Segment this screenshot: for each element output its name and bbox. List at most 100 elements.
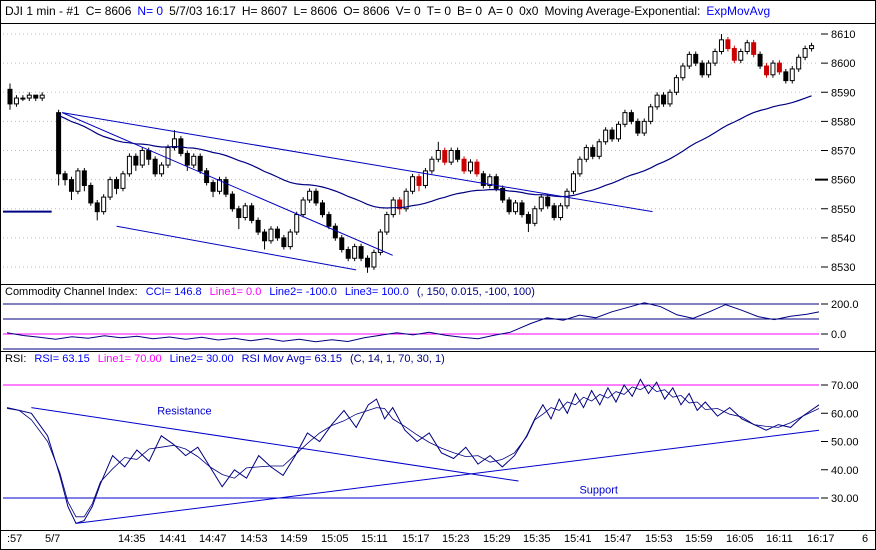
rsi-header-field: RSI Mov Avg= 63.15 xyxy=(241,353,342,365)
candle-body xyxy=(81,170,87,186)
cci-chart-panel[interactable]: 200.0 0.0 xyxy=(1,300,875,351)
candle-body xyxy=(500,187,506,201)
y-axis-label: 8610 xyxy=(831,29,855,41)
time-axis-label: 15:41 xyxy=(564,533,592,545)
candle-body xyxy=(210,182,216,192)
time-axis-label: 14:35 xyxy=(118,533,146,545)
rsi-header-field: Line1= 70.00 xyxy=(97,353,162,365)
time-axis-label: 5/7 xyxy=(45,533,61,545)
candle-body xyxy=(622,112,628,125)
candle-body xyxy=(467,161,473,172)
candle-body xyxy=(7,88,13,105)
header-field: 0x0 xyxy=(519,4,539,18)
cci-header: Commodity Channel Index: CCI= 146.8 Line1=… xyxy=(5,286,543,300)
trendline[interactable] xyxy=(75,429,820,524)
header-field: ExpMovAvg xyxy=(706,4,771,18)
candle-body xyxy=(126,155,132,175)
cci-header-field: (, 150, 0.015, -100, 100) xyxy=(416,286,535,298)
y-axis-label: 70.00 xyxy=(831,380,859,392)
candle-body xyxy=(274,228,280,239)
candle-body xyxy=(352,246,358,259)
candle-body xyxy=(422,170,428,186)
panel-divider xyxy=(1,284,875,285)
candle-body xyxy=(751,42,757,55)
candle-body xyxy=(718,39,724,52)
candle-body xyxy=(590,147,596,157)
panel-divider xyxy=(1,23,875,24)
candle-body xyxy=(255,219,261,233)
candle-body xyxy=(152,158,158,175)
candle-body xyxy=(429,158,435,172)
candle-body xyxy=(648,106,654,122)
rsi-chart-panel[interactable]: 70.00 60.00 50.00 40.00 30.00 Resistance Suppo… xyxy=(1,368,875,530)
header-field: A= 0 xyxy=(488,4,514,18)
candle-body xyxy=(268,228,274,242)
header-field: O= 8606 xyxy=(343,4,390,18)
candle-body xyxy=(39,94,45,99)
candle-body xyxy=(171,138,177,149)
candle-body xyxy=(229,193,235,210)
y-axis-label: 50.00 xyxy=(831,437,859,449)
candle-body xyxy=(319,202,325,216)
candle-body xyxy=(616,123,621,140)
candle-body xyxy=(776,62,782,73)
cci-header-field: Commodity Channel Index: xyxy=(5,286,138,298)
candle-body xyxy=(628,112,634,122)
candle-body xyxy=(461,158,467,172)
candle-body xyxy=(603,129,609,143)
candle-body xyxy=(120,173,126,189)
candle-body xyxy=(377,231,383,253)
rsi-header-field: Line2= 30.00 xyxy=(169,353,234,365)
candle-body xyxy=(62,173,68,181)
header-field: N= 0 xyxy=(137,4,164,18)
time-axis: :57 5/7 14:35 14:41 14:47 14:53 14:59 15:05 15:1… xyxy=(1,532,875,548)
y-axis-label: 0.0 xyxy=(831,329,846,341)
price-chart-panel[interactable]: 8610 8600 8590 8580 8570 8560 8550 8540 8530 xyxy=(1,24,875,284)
cci-header-field: Line1= 0.0 xyxy=(209,286,262,298)
trendline[interactable] xyxy=(62,112,393,256)
candle-body xyxy=(75,170,81,192)
rsi-header-field: RSI: xyxy=(5,353,27,365)
candle-body xyxy=(371,251,377,268)
trendline[interactable] xyxy=(62,112,653,213)
candle-body xyxy=(783,71,789,82)
candle-body xyxy=(397,199,403,210)
candle-body xyxy=(358,246,364,259)
time-axis-label: 14:53 xyxy=(240,533,268,545)
panel-divider xyxy=(1,351,875,352)
candle-body xyxy=(442,150,448,163)
candle-body xyxy=(738,50,744,61)
candle-body xyxy=(725,39,731,50)
candle-body xyxy=(545,196,551,207)
candle-body xyxy=(455,150,461,160)
time-axis-label: 15:17 xyxy=(402,533,430,545)
cci-header-field: Line2= -100.0 xyxy=(269,286,337,298)
candle-body xyxy=(673,77,679,93)
candle-body xyxy=(184,152,190,166)
candle-body xyxy=(757,53,763,67)
candle-body xyxy=(577,158,583,175)
y-axis-label: 30.00 xyxy=(831,493,859,505)
time-axis-label: 15:05 xyxy=(321,533,349,545)
trendline[interactable] xyxy=(116,225,357,271)
candle-body xyxy=(506,199,512,213)
rsi-header: RSI: RSI= 63.15 Line1= 70.00 Line2= 30.00 RS… xyxy=(5,353,453,367)
y-axis-label: 8540 xyxy=(831,233,855,245)
rsi-line xyxy=(6,378,820,525)
header-field: DJI 1 min - #1 xyxy=(5,4,80,18)
candle-body xyxy=(20,97,26,100)
trendline[interactable] xyxy=(31,407,519,482)
candle-body xyxy=(165,147,171,166)
cci-header-field: CCI= 146.8 xyxy=(145,286,202,298)
candle-body xyxy=(558,205,564,218)
candle-body xyxy=(764,65,770,76)
candle-body xyxy=(706,62,712,76)
candle-body xyxy=(551,205,557,218)
candle-body xyxy=(744,42,750,52)
y-axis-label: 8560 xyxy=(831,175,855,187)
cci-line xyxy=(6,302,820,343)
time-axis-label: 6 xyxy=(862,533,869,545)
candle-body xyxy=(326,214,332,227)
time-axis-label: 15:53 xyxy=(645,533,673,545)
time-axis-label: 15:47 xyxy=(604,533,632,545)
